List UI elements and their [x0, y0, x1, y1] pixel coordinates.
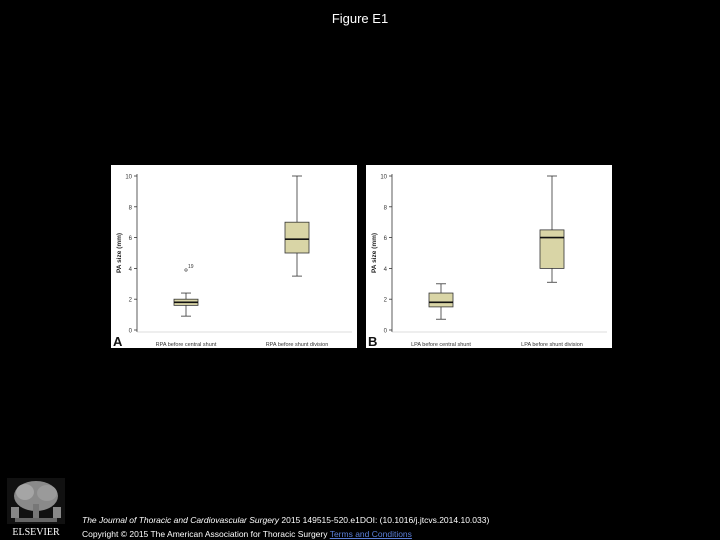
y-tick-label: 4 [384, 267, 388, 273]
journal-name: The Journal of Thoracic and Cardiovascul… [82, 515, 280, 525]
y-axis-label: PA size (mm) [371, 233, 378, 273]
boxplot-chart-a: 0 2 4 6 8 10 PA size (mm) 19 RPA before central … [113, 174, 352, 348]
x-category-label: RPA before shunt division [266, 342, 329, 348]
outlier-point [184, 268, 188, 272]
chart-panel-a: 0 2 4 6 8 10 PA size (mm) 19 RPA before central … [111, 165, 357, 348]
figure-title: Figure E1 [331, 11, 389, 26]
elsevier-tree-icon [7, 478, 65, 524]
y-tick-label: 2 [384, 298, 388, 304]
x-category-label: RPA before central shunt [156, 342, 217, 348]
outlier-label: 19 [188, 264, 194, 270]
elsevier-wordmark: ELSEVIER [12, 527, 60, 538]
copyright-line: Copyright © 2015 The American Associatio… [82, 529, 412, 539]
citation-text: 2015 149515-520.e1DOI: (10.1016/j.jtcvs.… [279, 515, 490, 525]
chart-panel-b: 0 2 4 6 8 10 PA size (mm) LPA before central sh… [366, 165, 612, 348]
citation-line: The Journal of Thoracic and Cardiovascul… [82, 515, 489, 525]
y-tick-label: 6 [129, 236, 133, 242]
elsevier-logo: ELSEVIER [7, 478, 65, 538]
panel-label: A [113, 334, 123, 348]
copyright-text: Copyright © 2015 The American Associatio… [82, 529, 330, 539]
box-iqr [428, 292, 454, 308]
y-tick-label: 8 [384, 205, 388, 211]
terms-link[interactable]: Terms and Conditions [329, 529, 412, 539]
y-tick-label: 10 [125, 175, 132, 181]
x-category-label: LPA before central shunt [411, 342, 471, 348]
y-tick-label: 0 [384, 329, 388, 335]
y-tick-label: 2 [129, 298, 133, 304]
y-tick-label: 0 [129, 329, 133, 335]
y-axis-label: PA size (mm) [116, 233, 123, 273]
y-tick-label: 4 [129, 267, 133, 273]
boxplot-chart-b: 0 2 4 6 8 10 PA size (mm) LPA before central sh… [368, 174, 607, 348]
panel-label: B [368, 334, 377, 348]
box-iqr [284, 221, 310, 254]
x-category-label: LPA before shunt division [521, 342, 583, 348]
box-iqr [539, 229, 565, 269]
y-tick-label: 8 [129, 205, 133, 211]
y-tick-label: 6 [384, 236, 388, 242]
y-tick-label: 10 [380, 175, 387, 181]
